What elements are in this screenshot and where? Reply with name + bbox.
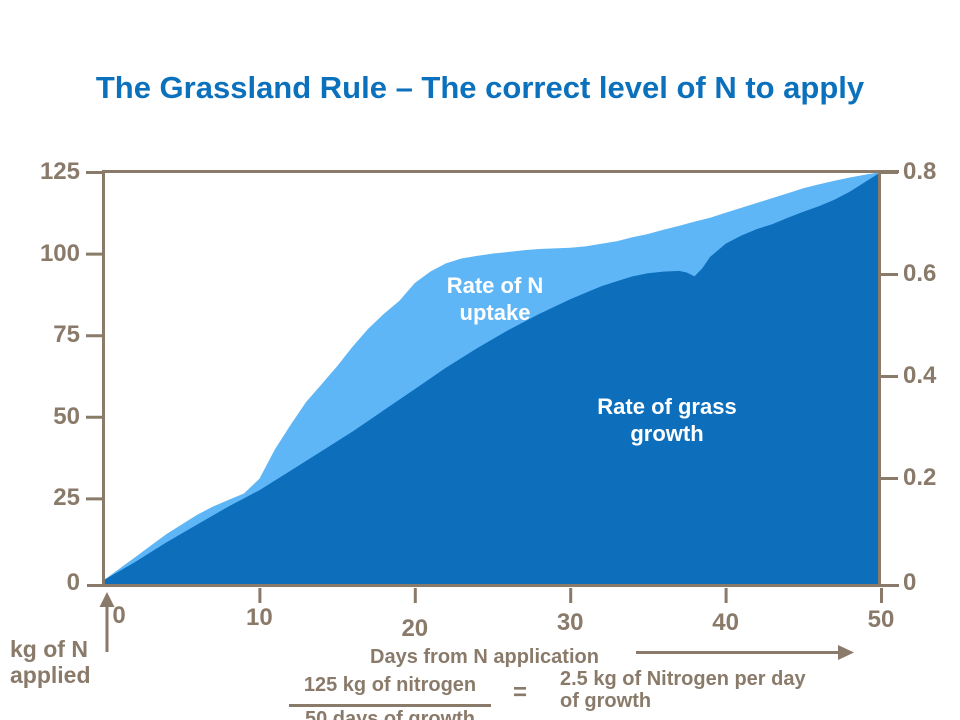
y-axis-caption: kg of N applied [10,636,91,688]
y-right-tick-label: 0.6 [903,260,937,287]
x-tick-label: 10 [246,604,273,631]
series-label-grass-growth: Rate of grass growth [568,393,766,447]
series-label-line: Rate of N [446,273,544,298]
x-tick-label: 30 [556,609,584,636]
equals-sign: = [513,679,528,706]
formula-result-line: of growth [560,690,652,712]
x-axis-arrow-head [838,645,854,660]
y-axis-arrow-head [99,592,115,607]
y-left-tick-label: 100 [39,239,80,267]
series-label-line: growth [630,421,704,446]
y-axis-caption-line: applied [10,662,91,688]
formula-result: 2.5 kg of Nitrogen per day of growth [560,668,806,712]
formula-denominator: 50 days of growth [304,708,476,720]
series-label-line: uptake [459,300,531,325]
y-right-tick-label: 0.2 [903,464,937,491]
y-left-tick-label: 75 [53,321,80,349]
y-left-tick-label: 0 [66,569,80,596]
x-axis-caption: Days from N application [370,646,599,668]
series-label-n-uptake: Rate of N uptake [400,272,590,326]
y-right-tick-label: 0.4 [903,362,937,389]
x-tick-label: 40 [712,609,739,636]
page-title: The Grassland Rule – The correct level o… [95,70,865,105]
y-left-tick-label: 125 [39,158,80,185]
y-right-tick-label: 0 [903,569,917,596]
x-tick-label: 20 [401,615,429,642]
formula-result-line: 2.5 kg of Nitrogen per day [560,668,806,690]
y-right-tick-label: 0.8 [903,158,937,185]
x-tick-label: 50 [867,606,895,633]
x-tick-label: 0 [112,602,126,629]
formula-numerator: 125 kg of nitrogen [303,674,477,696]
y-left-tick-label: 50 [53,402,80,430]
y-left-tick-label: 25 [53,484,80,512]
area-rate-of-grass-growth [104,172,881,584]
y-axis-caption-line: kg of N [10,636,88,662]
series-label-line: Rate of grass [597,394,737,419]
